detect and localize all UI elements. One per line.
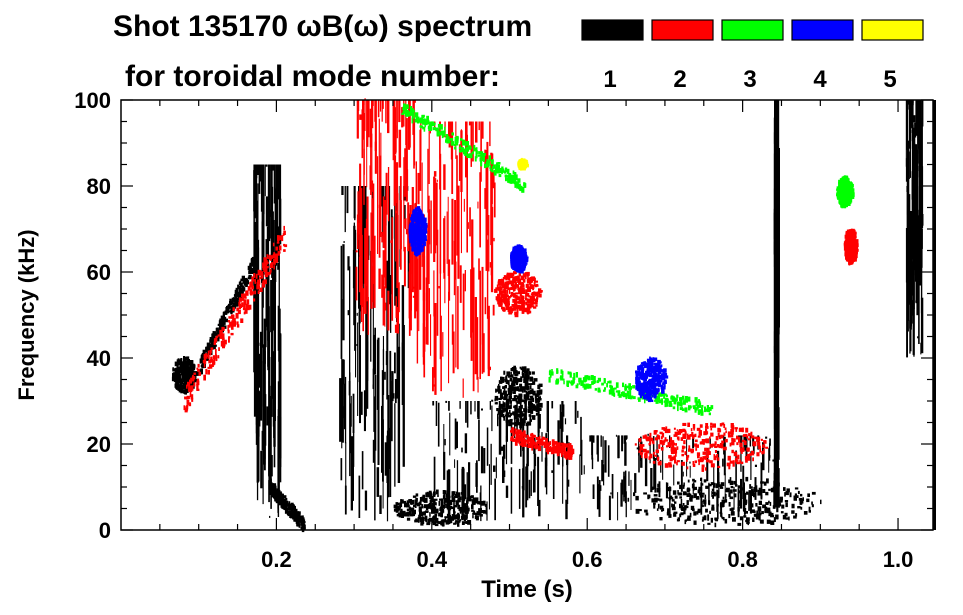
y-tick-label: 0 (99, 518, 111, 543)
y-axis-label: Frequency (kHz) (14, 229, 39, 400)
x-axis-label: Time (s) (481, 576, 573, 603)
legend: 1 2 3 4 5 (581, 19, 924, 93)
mode-2-feature-15 (494, 271, 543, 318)
x-tick-label: 0.6 (572, 547, 603, 572)
mode-2-feature-18 (843, 228, 859, 266)
legend-swatch-mode-1 (581, 19, 644, 41)
mode-3-feature-20 (548, 368, 714, 416)
legend-swatch-mode-2 (651, 19, 714, 41)
mode-4-feature-22 (408, 206, 428, 257)
legend-swatch-mode-4 (791, 19, 854, 41)
mode-1-feature-11 (905, 100, 924, 358)
y-tick-label: 40 (87, 346, 111, 371)
mode-1-feature-2 (253, 164, 282, 518)
mode-1-feature-5 (393, 489, 488, 527)
mode-1-feature-10 (773, 100, 780, 513)
chart-title: Shot 135170 ωB(ω) spectrum (113, 10, 532, 43)
mode-4-feature-24 (635, 356, 669, 403)
x-tick-label: 0.2 (261, 547, 292, 572)
x-axis: 0.2 0.4 0.6 0.8 1.0 (159, 100, 914, 572)
mode-1-feature-8 (627, 476, 822, 528)
mode-2-feature-16 (510, 427, 575, 460)
mode-2-feature-12 (183, 225, 288, 413)
mode-1-feature-0 (171, 356, 199, 395)
mode-4-feature-23 (510, 244, 529, 274)
chart-subtitle: for toroidal mode number: (125, 60, 500, 93)
legend-swatch-mode-3 (721, 19, 784, 41)
mode-1-feature-3 (268, 479, 306, 533)
y-axis: 0 20 40 60 80 100 (74, 88, 933, 543)
mode-2-feature-17 (634, 422, 769, 472)
legend-label-mode-2: 2 (673, 66, 686, 93)
mode-1-feature-6 (494, 365, 543, 429)
legend-swatch-mode-5 (861, 19, 924, 41)
mode-3-feature-21 (836, 175, 855, 209)
plot-right-edge (933, 100, 936, 530)
mode-5-feature-25 (517, 157, 529, 171)
x-tick-label: 0.8 (727, 547, 758, 572)
x-tick-label: 0.4 (417, 547, 448, 572)
mode-2-feature-13 (355, 98, 418, 336)
legend-label-mode-3: 3 (743, 66, 756, 93)
y-tick-label: 20 (87, 432, 111, 457)
y-tick-label: 80 (87, 174, 111, 199)
mode-1-feature-7 (432, 399, 585, 522)
legend-label-mode-4: 4 (813, 66, 827, 93)
mode-3-feature-19 (401, 103, 527, 193)
x-tick-label: 1.0 (883, 547, 914, 572)
plot-area (171, 98, 924, 533)
mode-2-feature-14 (416, 121, 496, 398)
legend-label-mode-5: 5 (883, 66, 896, 93)
legend-label-mode-1: 1 (603, 66, 616, 93)
y-tick-label: 100 (74, 88, 111, 113)
y-tick-label: 60 (87, 260, 111, 285)
